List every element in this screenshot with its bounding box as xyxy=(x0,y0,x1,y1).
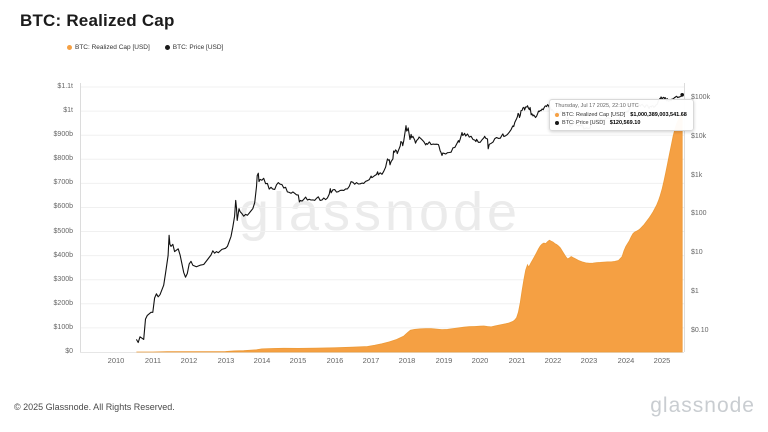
footer: © 2025 Glassnode. All Rights Reserved. g… xyxy=(0,390,768,432)
legend-label: BTC: Realized Cap [USD] xyxy=(75,44,150,51)
x-axis-label: 2023 xyxy=(580,356,598,365)
chart-legend: BTC: Realized Cap [USD] BTC: Price [USD] xyxy=(67,44,223,51)
tooltip-row-price: BTC: Price [USD] $120,569.10 xyxy=(555,119,687,127)
copyright-text: © 2025 Glassnode. All Rights Reserved. xyxy=(14,402,175,412)
realized-cap-dot-icon xyxy=(67,45,72,50)
glassnode-logo: glassnode xyxy=(650,394,755,417)
hovered-point-marker xyxy=(680,93,684,97)
y-axis-left-label: $800b xyxy=(53,155,73,162)
legend-item-realized-cap[interactable]: BTC: Realized Cap [USD] xyxy=(67,44,150,51)
y-axis-left-label: $1.1t xyxy=(57,83,73,90)
chart-tooltip: Thursday, Jul 17 2025, 22:10 UTC BTC: Re… xyxy=(549,99,694,131)
x-axis-label: 2012 xyxy=(180,356,198,365)
y-axis-right-label: $10 xyxy=(691,249,703,256)
legend-label: BTC: Price [USD] xyxy=(172,44,224,51)
y-axis-left-label: $0 xyxy=(65,348,73,355)
x-axis-label: 2025 xyxy=(653,356,671,365)
x-axis-label: 2013 xyxy=(217,356,235,365)
page-title: BTC: Realized Cap xyxy=(20,11,175,30)
tooltip-row-realized-cap: BTC: Realized Cap [USD] $1,000,389,003,5… xyxy=(555,111,687,119)
y-axis-right-label: $1 xyxy=(691,288,699,295)
tooltip-value: $120,569.10 xyxy=(609,119,641,126)
tooltip-date: Thursday, Jul 17 2025, 22:10 UTC xyxy=(555,103,639,109)
y-axis-left-label: $300b xyxy=(53,276,73,283)
y-axis-left-label: $600b xyxy=(53,203,73,210)
legend-item-price[interactable]: BTC: Price [USD] xyxy=(164,44,224,51)
x-axis-label: 2010 xyxy=(107,356,125,365)
y-axis-left-label: $1t xyxy=(63,107,73,114)
price-dot-icon xyxy=(164,45,170,50)
tooltip-label: BTC: Realized Cap [USD] xyxy=(562,111,626,118)
y-axis-right-label: $0.10 xyxy=(691,327,709,334)
y-axis-right-label: $100k xyxy=(691,94,711,101)
tooltip-value: $1,000,389,003,541.68 xyxy=(630,111,687,118)
y-axis-left-label: $100b xyxy=(53,324,73,331)
y-axis-right-label: $100 xyxy=(691,210,707,217)
y-axis-right-label: $1k xyxy=(691,172,703,179)
x-axis-label: 2015 xyxy=(289,356,307,365)
y-axis-left-label: $200b xyxy=(53,300,73,307)
y-axis-left-label: $900b xyxy=(53,131,73,138)
x-axis-label: 2018 xyxy=(398,356,416,365)
realized-cap-dot-icon xyxy=(555,112,559,117)
x-axis-label: 2020 xyxy=(471,356,489,365)
y-axis-left-label: $700b xyxy=(53,179,73,186)
realized-cap-area-series xyxy=(136,110,683,353)
x-axis-label: 2019 xyxy=(435,356,453,365)
x-axis-label: 2011 xyxy=(144,356,162,365)
x-axis-label: 2014 xyxy=(253,356,271,365)
x-axis-label: 2024 xyxy=(617,356,635,365)
x-axis-label: 2016 xyxy=(326,356,344,365)
x-axis-label: 2017 xyxy=(362,356,380,365)
y-axis-right-label: $10k xyxy=(691,133,707,140)
x-axis-label: 2021 xyxy=(508,356,526,365)
y-axis-left-label: $400b xyxy=(53,252,73,259)
price-dot-icon xyxy=(555,120,559,125)
x-axis-label: 2022 xyxy=(544,356,562,365)
y-axis-left-label: $500b xyxy=(53,228,73,235)
tooltip-label: BTC: Price [USD] xyxy=(562,119,605,126)
